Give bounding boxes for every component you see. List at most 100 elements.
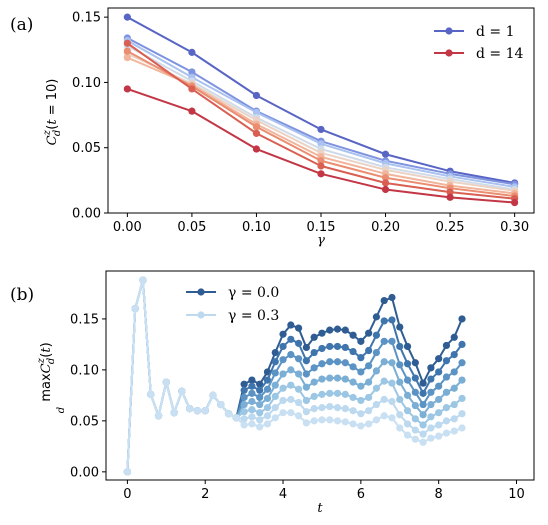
series-5-point xyxy=(256,416,264,424)
series-3-point xyxy=(302,383,310,391)
series-6-point xyxy=(442,429,451,437)
series-2-point xyxy=(435,382,443,390)
series-5-point xyxy=(419,430,427,438)
series-2-point xyxy=(271,369,279,377)
series-4-point xyxy=(302,396,310,405)
series-2-point xyxy=(252,108,261,117)
series-6-point xyxy=(256,423,264,431)
series-6-point xyxy=(139,276,147,284)
series-0-point xyxy=(256,380,264,388)
series-6-point xyxy=(279,409,287,417)
series-6-point xyxy=(357,422,365,430)
series-5-point xyxy=(287,395,295,404)
series-3-point xyxy=(396,378,404,386)
series-5-point xyxy=(380,395,388,404)
panel-a: (a) 0.00 0.05 0.10 0.15 0.20 0.25 0.30 0.00 0.0… xyxy=(10,7,535,248)
series-6-point xyxy=(326,416,334,424)
series-6-point xyxy=(372,416,381,424)
series-6-point xyxy=(310,417,318,425)
series-5-point xyxy=(333,404,342,412)
x-tick-label: 0.15 xyxy=(307,220,336,235)
series-2-point xyxy=(326,358,334,366)
series-6-point xyxy=(380,412,388,420)
series-4-point xyxy=(248,406,256,414)
series-5-point xyxy=(365,407,373,415)
series-6-point xyxy=(317,157,325,165)
series-6-point xyxy=(411,435,419,443)
legend-marker-d14 xyxy=(445,49,453,57)
series-3-point xyxy=(411,401,419,410)
series-5-point xyxy=(403,420,412,428)
series-0-point xyxy=(271,348,279,357)
series-1-point xyxy=(427,375,435,383)
series-0-point xyxy=(372,313,381,321)
panel-b-xlabel: t xyxy=(317,501,323,516)
series-0-point xyxy=(419,379,427,387)
series-6-point xyxy=(381,174,390,182)
series-5-point xyxy=(372,400,381,409)
series-1-point xyxy=(396,342,404,351)
series-0-point xyxy=(403,342,412,351)
series-4-point xyxy=(442,404,451,412)
series-6-point xyxy=(333,417,342,425)
series-1-point xyxy=(365,346,373,355)
series-3-point xyxy=(442,388,451,396)
series-1-point xyxy=(411,374,419,382)
series-0-point xyxy=(365,329,373,337)
series-0-point xyxy=(411,359,419,367)
series-4-point xyxy=(372,384,381,392)
panel-a-xlabel: γ xyxy=(317,233,325,248)
series-4-point xyxy=(263,404,272,412)
series-3-point xyxy=(388,359,396,367)
series-2-point xyxy=(248,389,256,397)
y-tick-label: 0.05 xyxy=(72,141,101,156)
panel-b-frame xyxy=(105,270,535,481)
series-4-point xyxy=(435,409,443,417)
series-6-point xyxy=(147,390,155,398)
series-2-point xyxy=(341,359,349,367)
series-0-point xyxy=(310,333,318,341)
series-6-point xyxy=(365,420,373,428)
series-0-point xyxy=(123,13,131,21)
series-3-point xyxy=(403,391,412,399)
series-1-point xyxy=(388,316,396,324)
series-0-point xyxy=(380,296,388,305)
series-1-point xyxy=(403,360,412,368)
series-1-point xyxy=(349,347,357,356)
series-2-line xyxy=(126,279,463,472)
series-5-point xyxy=(450,415,458,423)
series-4-point xyxy=(287,381,295,389)
series-5-point xyxy=(396,411,404,419)
series-7-point xyxy=(317,162,325,170)
x-tick-label: 0.20 xyxy=(371,220,400,235)
series-2-point xyxy=(263,385,272,393)
legend-label-g3: γ = 0.3 xyxy=(228,308,279,324)
series-7-point xyxy=(381,179,390,187)
series-6-point xyxy=(170,409,178,417)
series-2-point xyxy=(357,368,365,376)
series-2-point xyxy=(442,373,451,381)
series-1-point xyxy=(256,386,264,394)
series-2-point xyxy=(287,351,295,359)
series-8 xyxy=(123,85,519,207)
series-5-point xyxy=(263,412,272,420)
series-5-point xyxy=(310,405,318,413)
x-tick-label: 6 xyxy=(357,487,365,502)
series-1 xyxy=(123,276,466,476)
series-1-point xyxy=(442,357,451,365)
series-3-point xyxy=(271,381,279,389)
series-0-point xyxy=(188,48,196,56)
series-4-point xyxy=(341,390,349,398)
series-3-point xyxy=(419,411,427,419)
x-tick-label: 4 xyxy=(279,487,287,502)
series-0-point xyxy=(318,329,326,337)
series-1-point xyxy=(302,357,310,365)
series-6 xyxy=(123,276,466,476)
series-8-point xyxy=(511,198,519,207)
y-tick-label: 0.15 xyxy=(72,11,101,26)
series-3-point xyxy=(341,375,349,383)
series-0-line xyxy=(126,279,463,472)
series-5-point xyxy=(442,417,451,425)
series-1-point xyxy=(435,368,443,376)
legend-label-g0: γ = 0.0 xyxy=(228,285,279,301)
